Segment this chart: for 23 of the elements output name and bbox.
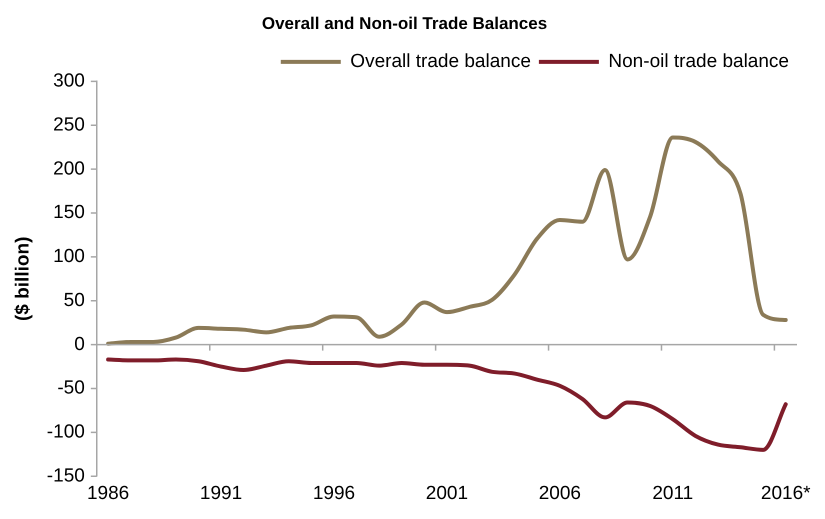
line-series <box>106 136 788 346</box>
x-tick-label: 2011 <box>652 482 694 504</box>
y-tick-label: 150 <box>53 202 85 224</box>
x-tick-label: 2006 <box>538 482 581 504</box>
y-tick-label: -50 <box>57 378 85 399</box>
x-tick-label: 1996 <box>312 482 356 504</box>
x-tick-label: 2016* <box>760 482 812 504</box>
legend-label: Non-oil trade balance <box>608 51 790 72</box>
y-tick-label: -150 <box>46 465 85 486</box>
y-tick-label: 200 <box>53 158 85 180</box>
y-tick-label: 100 <box>53 246 85 268</box>
y-tick-label: 0 <box>74 334 85 355</box>
x-tick-label: 1986 <box>86 482 130 504</box>
line-series <box>106 358 788 452</box>
x-tick-label: 2001 <box>426 482 468 504</box>
y-tick-label: 50 <box>64 290 85 311</box>
chart-title: Overall and Non-oil Trade Balances <box>262 14 548 33</box>
y-tick-label: -100 <box>46 422 85 443</box>
y-tick-label: 250 <box>53 114 85 136</box>
legend-label: Overall trade balance <box>350 51 531 72</box>
y-tick-label: 300 <box>53 70 85 92</box>
y-axis-title: ($ billion) <box>12 236 34 322</box>
x-tick-label: 1991 <box>200 482 242 504</box>
